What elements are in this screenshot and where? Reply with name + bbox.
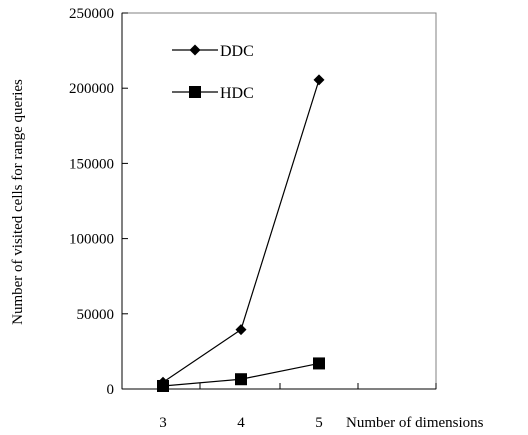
y-tick-label-3: 150000 bbox=[69, 156, 114, 172]
y-tick-label-1: 50000 bbox=[77, 307, 115, 323]
plot-frame bbox=[121, 12, 437, 390]
y-tick-label-5: 250000 bbox=[69, 6, 114, 22]
point-ddc-2 bbox=[313, 74, 325, 86]
y-tick-label-4: 200000 bbox=[69, 81, 114, 97]
point-hdc-2 bbox=[313, 357, 325, 370]
x-tick-label-1: 4 bbox=[237, 415, 245, 431]
plot-area: 0 50000 100000 150000 200000 250000 3 4 5 DDC HDC bbox=[69, 6, 437, 431]
point-hdc-0 bbox=[157, 379, 169, 392]
legend-label-hdc: HDC bbox=[220, 85, 254, 102]
point-ddc-1 bbox=[235, 324, 247, 336]
legend-marker-hdc bbox=[189, 86, 201, 98]
y-axis-title: Number of visited cells for range querie… bbox=[10, 79, 26, 325]
point-hdc-1 bbox=[235, 373, 247, 386]
y-tick-label-2: 100000 bbox=[69, 232, 114, 248]
x-tick-label-0: 3 bbox=[159, 415, 167, 431]
x-tick-label-2: 5 bbox=[315, 415, 323, 431]
legend-label-ddc: DDC bbox=[220, 43, 254, 60]
x-axis-title: Number of dimensions bbox=[346, 415, 484, 431]
y-axis-title-group: Number of visited cells for range querie… bbox=[10, 79, 26, 325]
y-tick-label-0: 0 bbox=[107, 382, 115, 398]
series-line-ddc bbox=[162, 79, 320, 383]
legend-marker-ddc bbox=[189, 44, 201, 56]
